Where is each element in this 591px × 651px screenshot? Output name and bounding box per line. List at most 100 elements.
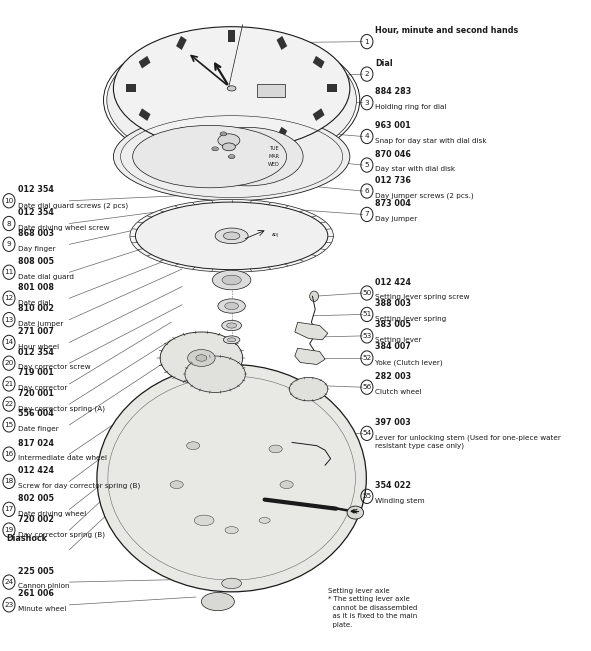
Text: 719 001: 719 001 [18,368,54,378]
Text: 11: 11 [4,270,14,275]
Ellipse shape [290,378,328,401]
Text: Setting lever: Setting lever [375,337,421,343]
Text: 16: 16 [4,451,14,457]
Text: 19: 19 [4,527,14,533]
Bar [126,85,136,92]
Text: 3: 3 [365,100,369,105]
Ellipse shape [113,113,350,201]
Ellipse shape [269,445,282,453]
Text: ADJ: ADJ [272,232,279,236]
Text: Date driving wheel: Date driving wheel [18,510,86,517]
Text: Day corrector screw: Day corrector screw [18,365,90,370]
Ellipse shape [185,356,245,393]
Ellipse shape [225,527,238,534]
Ellipse shape [225,303,239,310]
Text: 50: 50 [362,290,372,296]
Ellipse shape [187,442,200,450]
Ellipse shape [196,355,207,361]
Text: 13: 13 [4,316,14,323]
Text: 012 424: 012 424 [375,277,411,286]
Text: Screw for day corrector spring (B): Screw for day corrector spring (B) [18,482,140,489]
Ellipse shape [202,592,235,611]
FancyBboxPatch shape [258,85,285,97]
Ellipse shape [259,518,270,523]
Text: 884 283: 884 283 [375,87,411,96]
Bar [228,135,235,146]
Text: Clutch wheel: Clutch wheel [375,389,422,395]
Text: TUE: TUE [269,146,279,151]
Text: 14: 14 [4,339,14,346]
Text: 870 046: 870 046 [375,150,411,159]
Text: 15: 15 [4,422,14,428]
Bar [139,56,151,68]
Ellipse shape [222,578,242,589]
Text: Hour wheel: Hour wheel [18,344,59,350]
Text: 54: 54 [362,430,372,436]
Text: Snap for day star with dial disk: Snap for day star with dial disk [375,138,487,144]
Text: Yoke (Clutch lever): Yoke (Clutch lever) [375,359,443,366]
Text: Hour, minute and second hands: Hour, minute and second hands [375,26,518,35]
Text: Day corrector spring (A): Day corrector spring (A) [18,406,105,412]
Text: 12: 12 [4,295,14,301]
Ellipse shape [218,299,245,313]
Text: 012 354: 012 354 [18,208,54,217]
Ellipse shape [223,232,240,240]
Text: 808 005: 808 005 [18,256,54,266]
Ellipse shape [187,350,215,367]
Text: 22: 22 [4,401,14,407]
Text: Date driving wheel screw: Date driving wheel screw [18,225,109,231]
Text: 55: 55 [362,493,372,499]
Text: 5: 5 [365,162,369,168]
Bar [327,85,337,92]
Ellipse shape [227,323,236,328]
Bar [176,127,187,141]
Ellipse shape [347,506,363,519]
Ellipse shape [222,143,235,151]
Text: 963 001: 963 001 [375,121,411,130]
Ellipse shape [97,365,366,592]
Ellipse shape [194,515,214,525]
Ellipse shape [220,132,227,136]
Text: Date jumper: Date jumper [18,321,63,327]
Text: 8: 8 [7,221,11,227]
Ellipse shape [228,155,235,159]
Text: 802 005: 802 005 [18,494,54,503]
Text: 20: 20 [4,360,14,366]
Text: 7: 7 [365,212,369,217]
Text: Date dial guard screws (2 pcs): Date dial guard screws (2 pcs) [18,202,128,208]
Text: Setting lever axle
* The setting lever axle
  cannot be disassembled
  as it is : Setting lever axle * The setting lever a… [328,588,417,628]
Text: 51: 51 [362,311,372,318]
Text: 384 007: 384 007 [375,342,411,352]
Text: 6: 6 [365,188,369,194]
Text: 873 004: 873 004 [375,199,411,208]
Text: 17: 17 [4,506,14,512]
Text: 52: 52 [362,355,372,361]
Bar [139,108,151,121]
Text: 2: 2 [365,71,369,77]
Text: Day corrector spring (B): Day corrector spring (B) [18,531,105,538]
Text: Day jumper: Day jumper [375,215,417,222]
Text: Day finger: Day finger [18,245,56,251]
Ellipse shape [215,228,248,243]
Ellipse shape [193,128,303,186]
Ellipse shape [130,199,333,272]
Text: Dial: Dial [375,59,393,68]
Text: 56: 56 [362,384,372,390]
Text: Day star with dial disk: Day star with dial disk [375,167,455,173]
Text: Winding stem: Winding stem [375,497,425,504]
Text: 10: 10 [4,198,14,204]
Text: 24: 24 [4,579,14,585]
Ellipse shape [222,275,241,285]
Text: 261 006: 261 006 [18,589,54,598]
Ellipse shape [310,291,319,301]
Text: 53: 53 [362,333,372,339]
Text: 383 005: 383 005 [375,320,411,329]
Text: Minute wheel: Minute wheel [18,606,66,612]
Text: Cannon pinion: Cannon pinion [18,583,69,589]
Text: Date dial guard: Date dial guard [18,273,74,279]
Text: 9: 9 [7,242,11,247]
Bar [176,36,187,50]
Ellipse shape [212,270,251,290]
Text: MAR: MAR [268,154,280,159]
Text: 388 003: 388 003 [375,299,411,308]
